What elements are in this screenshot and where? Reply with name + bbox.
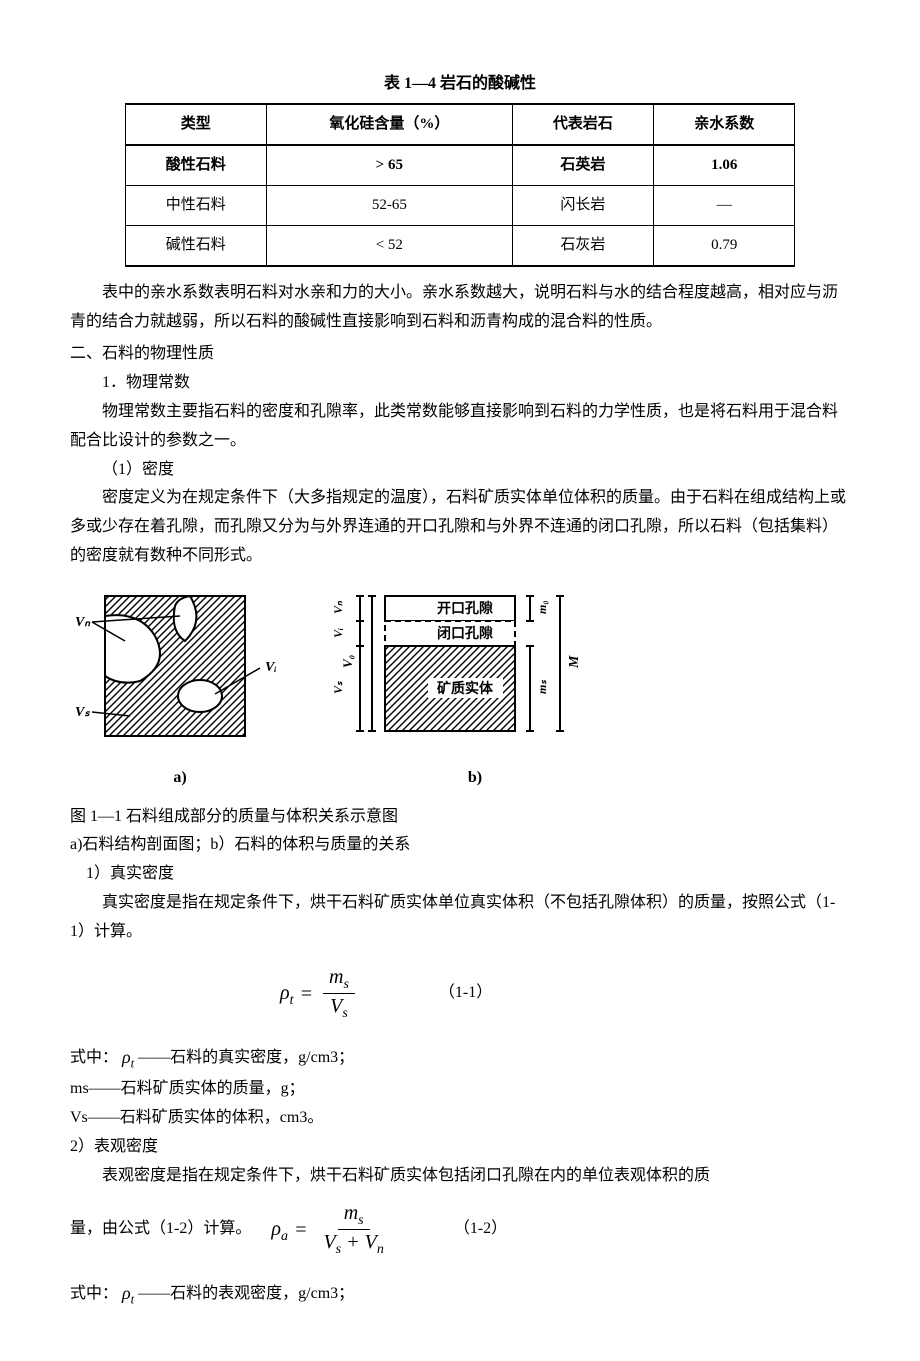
table-body: 酸性石料 > 65 石英岩 1.06 中性石料 52-65 闪长岩 — 碱性石料… bbox=[125, 145, 795, 266]
solid-label: 矿质实体 bbox=[437, 680, 494, 697]
svg-text:Vᵢ: Vᵢ bbox=[265, 660, 277, 675]
svg-text:m₀: m₀ bbox=[535, 600, 549, 614]
closed-pore-label: 闭口孔隙 bbox=[437, 625, 493, 642]
paragraph: 密度定义为在规定条件下（大多指规定的温度），石料矿质实体单位体积的质量。由于石料… bbox=[70, 484, 850, 570]
svg-text:mₛ: mₛ bbox=[535, 679, 549, 693]
formula-lhs: ρt bbox=[280, 975, 294, 1013]
definition-heading: 1）真实密度 bbox=[70, 860, 850, 889]
table-cell: 52-65 bbox=[266, 185, 512, 225]
formula-1-1: ρt = ms Vs （1-1） bbox=[70, 965, 850, 1024]
table-cell: 酸性石料 bbox=[125, 145, 266, 186]
paragraph: 真实密度是指在规定条件下，烘干石料矿质实体单位真实体积（不包括孔隙体积）的质量，… bbox=[70, 889, 850, 947]
figure-b-svg: 开口孔隙 闭口孔隙 矿质实体 V₀ Vₙ Vᵢ Vₛ bbox=[330, 586, 620, 756]
sub-heading: （1）密度 bbox=[70, 456, 850, 485]
figure-subcaption: a)石料结构剖面图；b）石料的体积与质量的关系 bbox=[70, 831, 850, 860]
table-header: 类型 bbox=[125, 104, 266, 145]
table-row: 碱性石料 < 52 石灰岩 0.79 bbox=[125, 225, 795, 266]
table-row: 中性石料 52-65 闪长岩 — bbox=[125, 185, 795, 225]
formula-number: （1-1） bbox=[439, 979, 492, 1008]
formula-where-line: ms——石料矿质实体的质量，g； bbox=[70, 1075, 850, 1104]
table-cell: 中性石料 bbox=[125, 185, 266, 225]
table-row: 酸性石料 > 65 石英岩 1.06 bbox=[125, 145, 795, 186]
table-header-row: 类型 氧化硅含量（%） 代表岩石 亲水系数 bbox=[125, 104, 795, 145]
table-header: 亲水系数 bbox=[654, 104, 795, 145]
paragraph: 表观密度是指在规定条件下，烘干石料矿质实体包括闭口孔隙在内的单位表观体积的质 bbox=[70, 1162, 850, 1191]
formula-where: 式中： ρt ——石料的真实密度，g/cm3； bbox=[70, 1041, 850, 1075]
svg-text:Vᵢ: Vᵢ bbox=[331, 628, 345, 638]
figure-1-1: Vₙ Vₛ Vᵢ a) bbox=[70, 586, 850, 793]
table-cell: 1.06 bbox=[654, 145, 795, 186]
table-cell: 碱性石料 bbox=[125, 225, 266, 266]
svg-text:Vₛ: Vₛ bbox=[331, 681, 345, 694]
figure-a: Vₙ Vₛ Vᵢ a) bbox=[70, 586, 290, 793]
formula-fraction: ms Vs + Vn bbox=[317, 1201, 389, 1260]
rock-acidity-table: 类型 氧化硅含量（%） 代表岩石 亲水系数 酸性石料 > 65 石英岩 1.06… bbox=[125, 103, 796, 267]
figure-b-label: b) bbox=[468, 764, 482, 793]
figure-a-svg: Vₙ Vₛ Vᵢ bbox=[70, 586, 290, 756]
formula-1-2-row: 量，由公式（1-2）计算。 ρa = ms Vs + Vn （1-2） bbox=[70, 1201, 850, 1260]
svg-text:M: M bbox=[567, 655, 582, 669]
svg-text:Vₙ: Vₙ bbox=[331, 600, 345, 614]
formula-number: （1-2） bbox=[454, 1215, 507, 1244]
paragraph-suffix: 量，由公式（1-2）计算。 bbox=[70, 1215, 251, 1244]
table-header: 代表岩石 bbox=[512, 104, 653, 145]
formula-where-line: Vs——石料矿质实体的体积，cm3。 bbox=[70, 1104, 850, 1133]
table-cell: 0.79 bbox=[654, 225, 795, 266]
svg-text:Vₛ: Vₛ bbox=[75, 705, 90, 720]
table-cell: < 52 bbox=[266, 225, 512, 266]
sub-heading: 1．物理常数 bbox=[70, 369, 850, 398]
figure-b: 开口孔隙 闭口孔隙 矿质实体 V₀ Vₙ Vᵢ Vₛ bbox=[330, 586, 620, 793]
table-header: 氧化硅含量（%） bbox=[266, 104, 512, 145]
svg-text:V₀: V₀ bbox=[340, 655, 355, 668]
table-title: 表 1—4 岩石的酸碱性 bbox=[70, 70, 850, 99]
table-cell: — bbox=[654, 185, 795, 225]
table-cell: 闪长岩 bbox=[512, 185, 653, 225]
paragraph: 表中的亲水系数表明石料对水亲和力的大小。亲水系数越大，说明石料与水的结合程度越高… bbox=[70, 279, 850, 337]
open-pore-label: 开口孔隙 bbox=[437, 600, 493, 617]
figure-caption: 图 1—1 石料组成部分的质量与体积关系示意图 bbox=[70, 803, 850, 832]
table-cell: 石灰岩 bbox=[512, 225, 653, 266]
formula-lhs: ρa bbox=[271, 1211, 288, 1249]
table-cell: > 65 bbox=[266, 145, 512, 186]
formula-where: 式中： ρt ——石料的表观密度，g/cm3； bbox=[70, 1277, 850, 1311]
paragraph: 物理常数主要指石料的密度和孔隙率，此类常数能够直接影响到石料的力学性质，也是将石… bbox=[70, 398, 850, 456]
svg-text:Vₙ: Vₙ bbox=[75, 615, 91, 630]
table-cell: 石英岩 bbox=[512, 145, 653, 186]
section-heading: 二、石料的物理性质 bbox=[70, 340, 850, 369]
formula-fraction: ms Vs bbox=[323, 965, 355, 1024]
definition-heading: 2）表观密度 bbox=[70, 1133, 850, 1162]
figure-a-label: a) bbox=[173, 764, 186, 793]
